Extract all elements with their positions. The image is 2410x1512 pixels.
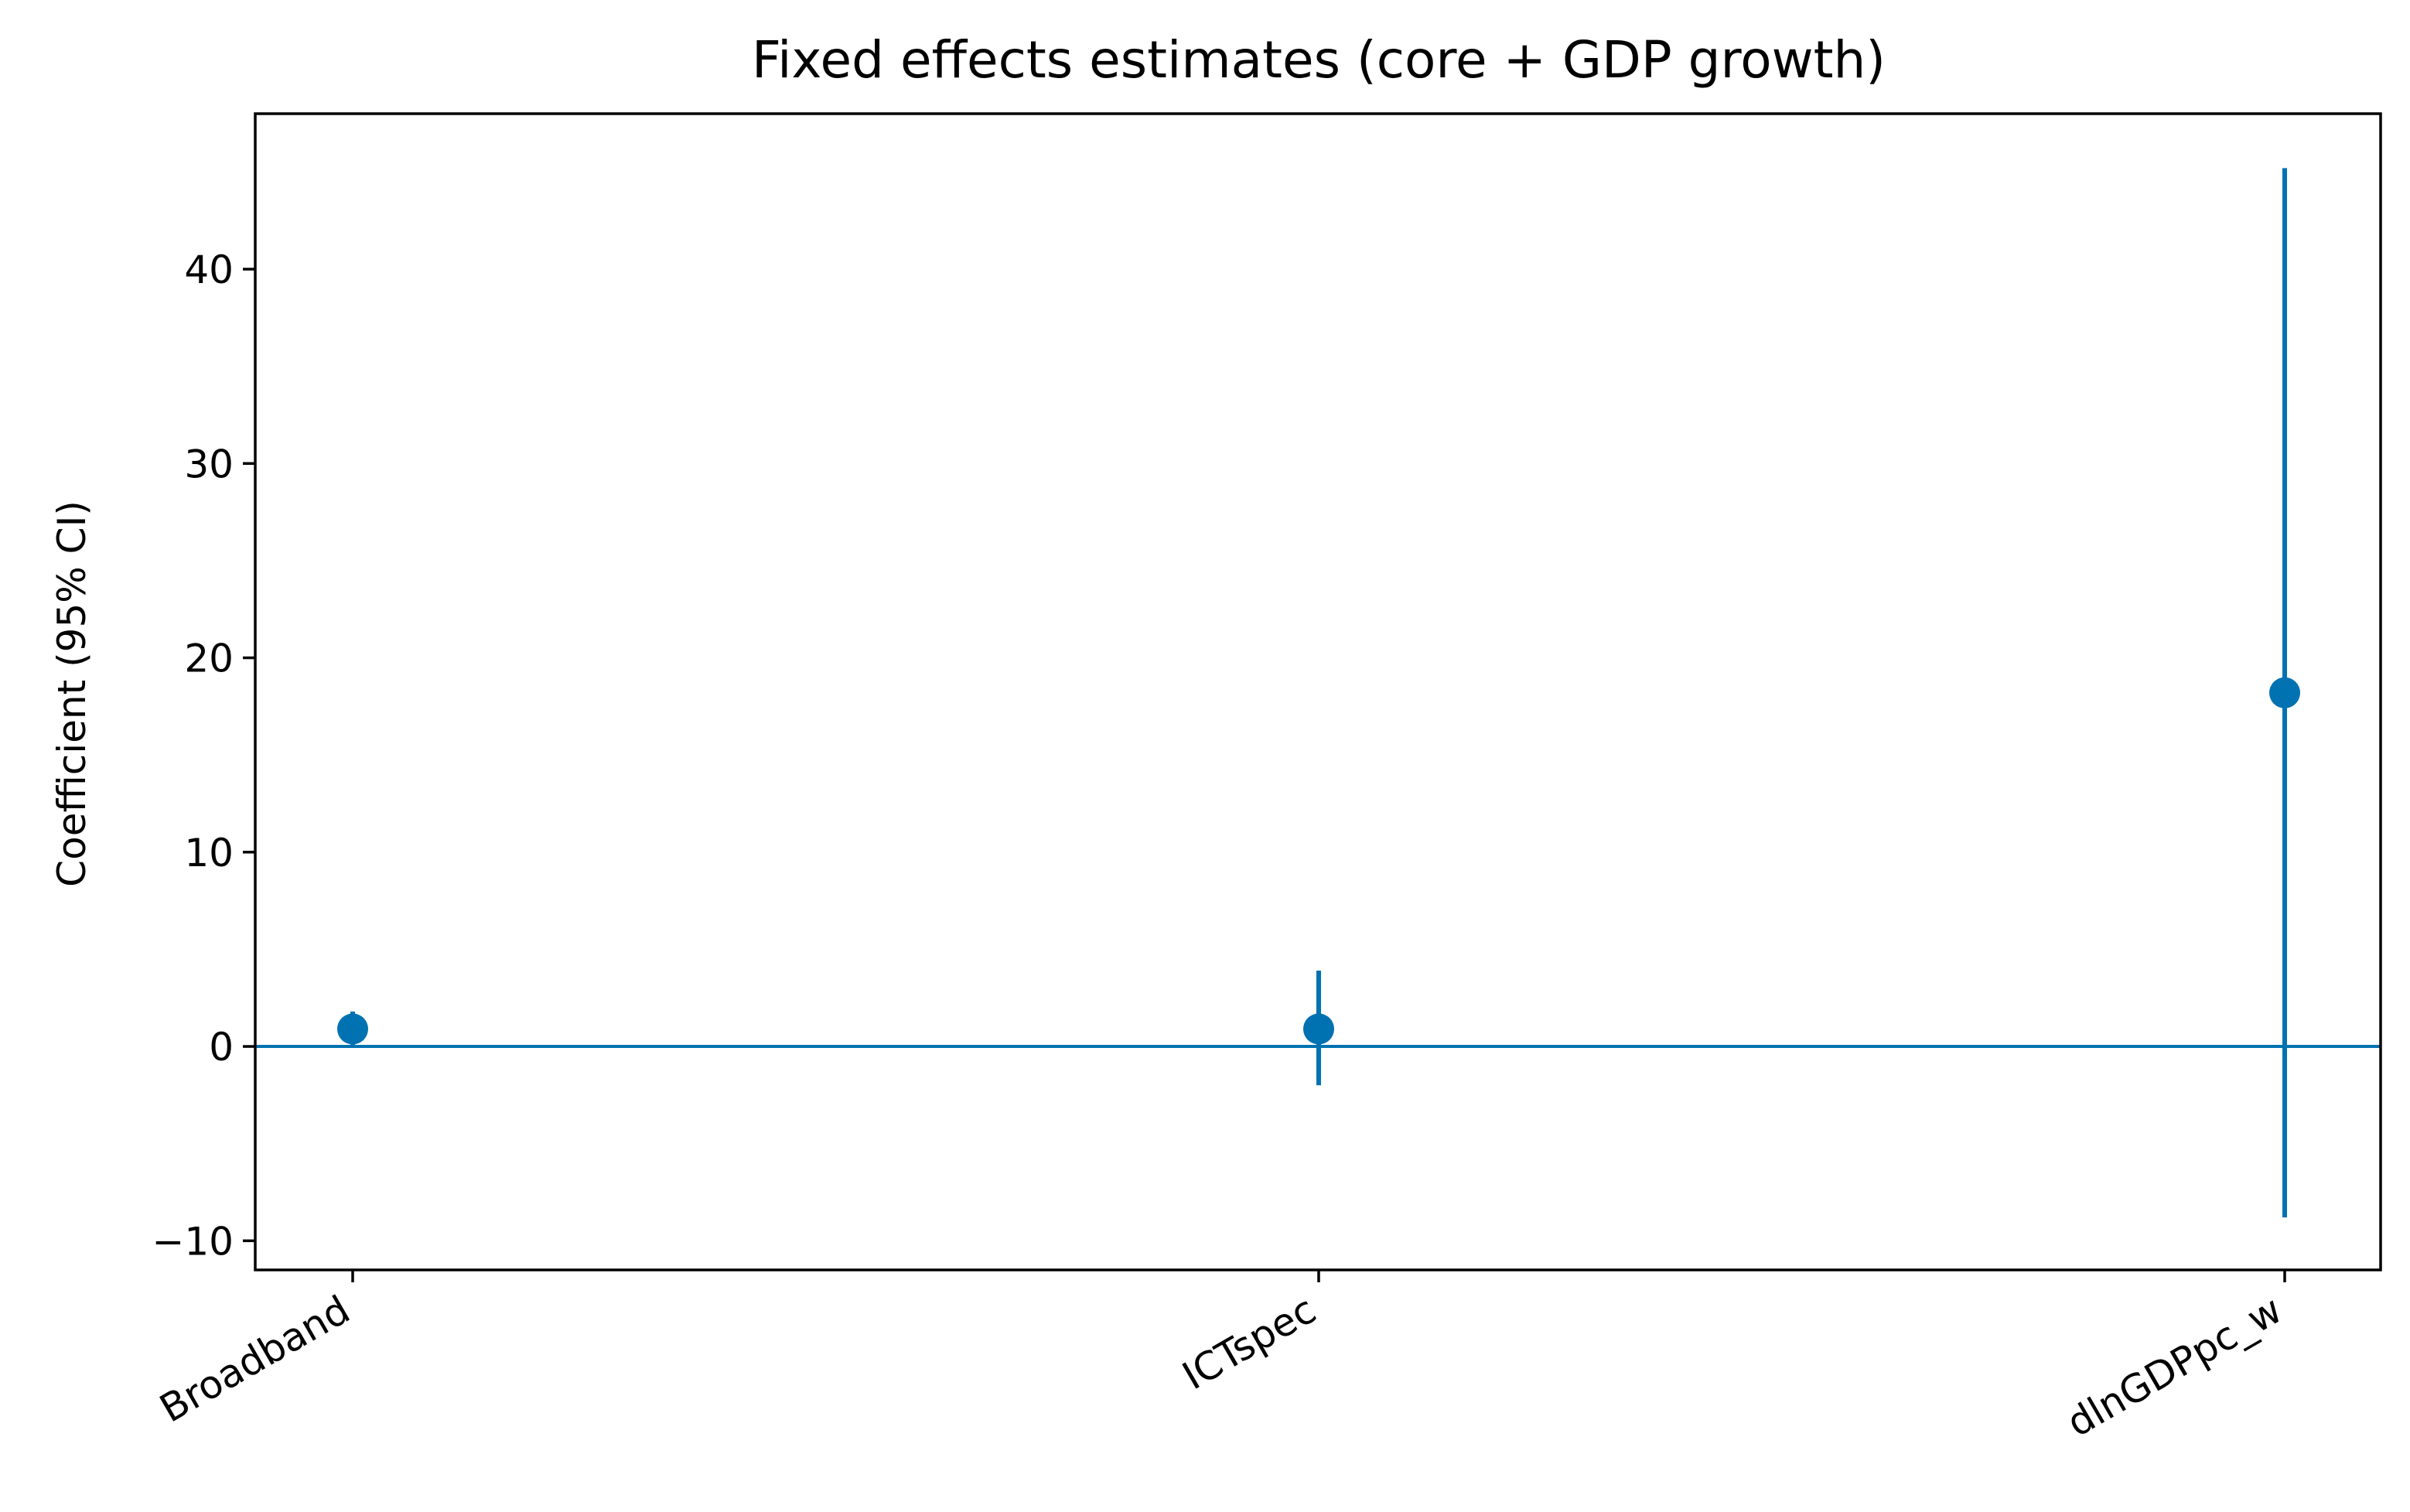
y-tick-label: 20 bbox=[184, 637, 234, 681]
y-tick-label: −10 bbox=[152, 1219, 234, 1264]
y-axis-label: Coefficient (95% CI) bbox=[49, 500, 94, 887]
estimate-point-ictspec bbox=[1303, 1013, 1334, 1045]
plot-area: −10 0 10 20 30 40 Broadband ICTspec dlnGDPpc_w bbox=[152, 112, 2382, 1445]
estimate-point-dlngdppc-w bbox=[2269, 677, 2300, 708]
x-tick-label: Broadband bbox=[152, 1287, 357, 1432]
x-tick-label: ICTspec bbox=[1175, 1287, 1323, 1398]
x-tick-label: dlnGDPpc_w bbox=[2060, 1287, 2289, 1445]
y-tick-label: 30 bbox=[184, 442, 234, 486]
estimate-point-broadband bbox=[337, 1013, 368, 1045]
y-tick-label: 0 bbox=[209, 1025, 234, 1070]
chart-title: Fixed effects estimates (core + GDP grow… bbox=[752, 30, 1886, 90]
y-tick-label: 40 bbox=[184, 247, 234, 292]
axes-frame bbox=[254, 112, 2382, 1271]
y-tick-label: 10 bbox=[184, 831, 234, 875]
